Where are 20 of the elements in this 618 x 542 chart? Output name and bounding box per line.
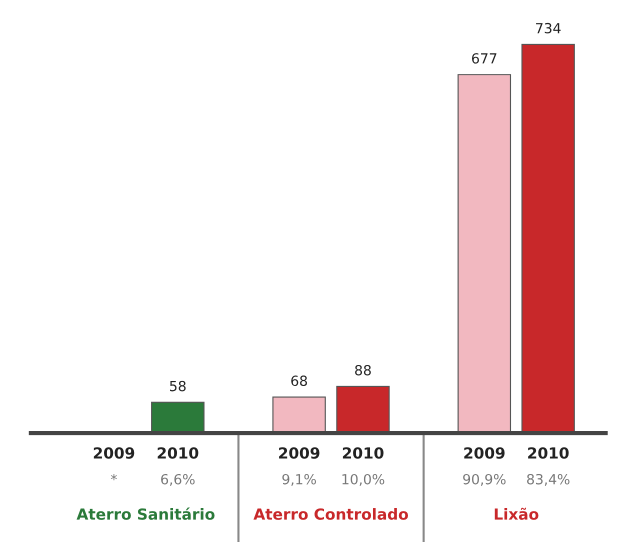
data-label: 58 [170,380,186,392]
text: 6,6% [161,474,195,486]
x-tick-label: 2010 [342,447,384,459]
x-tick-label: 2010 [528,447,569,459]
data-label: 68 [291,376,307,386]
text: 83,4% [527,474,570,486]
data-label: 88 [355,364,371,376]
text: Aterro Controlado [253,508,408,520]
text: Lixão [494,508,538,520]
x-tick-label: 2009 [94,447,134,459]
data-label: 677 [472,53,496,64]
x-tick-label: 2010 [158,447,198,459]
data-label: 734 [536,22,561,34]
text: 10,0% [342,474,384,486]
text: Aterro Sanitário [76,507,215,520]
text: * [110,474,117,480]
text: 9,1% [282,474,316,486]
x-tick-label: 2009 [464,447,505,459]
x-tick-label: 2009 [279,447,320,459]
text: 90,9% [463,474,506,486]
